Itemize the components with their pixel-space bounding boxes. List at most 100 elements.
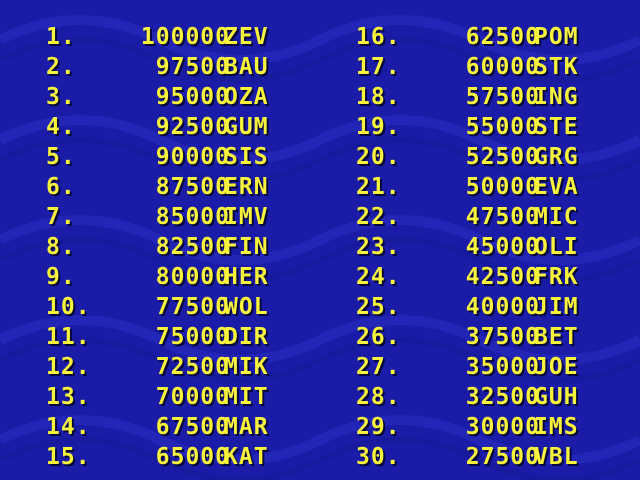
score-rank: 1. (46, 24, 76, 50)
score-rank: 13. (46, 384, 91, 410)
score-rank: 6. (46, 174, 76, 200)
score-rank: 7. (46, 204, 76, 230)
score-value: 87500 (155, 174, 230, 200)
score-rank: 9. (46, 264, 76, 290)
score-value: 70000 (155, 384, 230, 410)
score-rank: 28. (356, 384, 401, 410)
score-row: 1. 100000 ZEV (40, 22, 300, 52)
score-rank: 25. (356, 294, 401, 320)
score-row: 10. 77500 WOL (40, 292, 300, 322)
player-initials: FIN (224, 234, 269, 260)
score-rank: 11. (46, 324, 91, 350)
score-rank: 29. (356, 414, 401, 440)
player-initials: SIS (224, 144, 269, 170)
player-initials: MIC (534, 204, 579, 230)
score-rank: 3. (46, 84, 76, 110)
score-row: 19. 55000 STE (350, 112, 610, 142)
score-value: 40000 (465, 294, 540, 320)
score-value: 85000 (155, 204, 230, 230)
score-row: 4. 92500 GUM (40, 112, 300, 142)
score-row: 15. 65000 KAT (40, 442, 300, 472)
score-rank: 20. (356, 144, 401, 170)
score-rank: 22. (356, 204, 401, 230)
score-rank: 10. (46, 294, 91, 320)
score-value: 90000 (155, 144, 230, 170)
player-initials: ZEV (224, 24, 269, 50)
score-rank: 21. (356, 174, 401, 200)
score-value: 65000 (155, 444, 230, 470)
score-value: 37500 (465, 324, 540, 350)
score-rank: 26. (356, 324, 401, 350)
score-row: 5. 90000 SIS (40, 142, 300, 172)
score-column-right: 16. 62500 POM 17. 60000 STK 18. 57500 ING 19. 5500… (350, 22, 610, 472)
score-row: 12. 72500 MIK (40, 352, 300, 382)
score-value: 80000 (155, 264, 230, 290)
player-initials: MIK (224, 354, 269, 380)
score-rank: 5. (46, 144, 76, 170)
score-row: 14. 67500 MAR (40, 412, 300, 442)
player-initials: WOL (224, 294, 269, 320)
score-rank: 8. (46, 234, 76, 260)
player-initials: JOE (534, 354, 579, 380)
player-initials: POM (534, 24, 579, 50)
score-rank: 23. (356, 234, 401, 260)
score-value: 95000 (155, 84, 230, 110)
player-initials: MAR (224, 414, 269, 440)
player-initials: BET (534, 324, 579, 350)
score-rank: 15. (46, 444, 91, 470)
player-initials: STK (534, 54, 579, 80)
score-row: 22. 47500 MIC (350, 202, 610, 232)
player-initials: KAT (224, 444, 269, 470)
score-rank: 2. (46, 54, 76, 80)
player-initials: GUM (224, 114, 269, 140)
score-row: 18. 57500 ING (350, 82, 610, 112)
score-value: 35000 (465, 354, 540, 380)
score-row: 8. 82500 FIN (40, 232, 300, 262)
player-initials: EVA (534, 174, 579, 200)
player-initials: OZA (224, 84, 269, 110)
player-initials: ING (534, 84, 579, 110)
score-row: 23. 45000 OLI (350, 232, 610, 262)
score-row: 16. 62500 POM (350, 22, 610, 52)
score-row: 9. 80000 HER (40, 262, 300, 292)
score-value: 52500 (465, 144, 540, 170)
score-rank: 30. (356, 444, 401, 470)
score-row: 28. 32500 GUH (350, 382, 610, 412)
player-initials: GRG (534, 144, 579, 170)
player-initials: OLI (534, 234, 579, 260)
player-initials: DIR (224, 324, 269, 350)
player-initials: STE (534, 114, 579, 140)
score-rank: 19. (356, 114, 401, 140)
score-rank: 12. (46, 354, 91, 380)
player-initials: BAU (224, 54, 269, 80)
score-value: 100000 (140, 24, 230, 50)
player-initials: FRK (534, 264, 579, 290)
score-value: 50000 (465, 174, 540, 200)
score-value: 67500 (155, 414, 230, 440)
score-row: 17. 60000 STK (350, 52, 610, 82)
score-row: 29. 30000 IMS (350, 412, 610, 442)
score-row: 11. 75000 DIR (40, 322, 300, 352)
score-row: 25. 40000 JIM (350, 292, 610, 322)
score-rank: 4. (46, 114, 76, 140)
score-value: 77500 (155, 294, 230, 320)
score-row: 21. 50000 EVA (350, 172, 610, 202)
score-value: 57500 (465, 84, 540, 110)
player-initials: VBL (534, 444, 579, 470)
score-row: 20. 52500 GRG (350, 142, 610, 172)
score-rank: 18. (356, 84, 401, 110)
score-row: 30. 27500 VBL (350, 442, 610, 472)
score-value: 82500 (155, 234, 230, 260)
score-value: 32500 (465, 384, 540, 410)
score-value: 42500 (465, 264, 540, 290)
score-value: 75000 (155, 324, 230, 350)
score-value: 55000 (465, 114, 540, 140)
player-initials: MIT (224, 384, 269, 410)
score-value: 72500 (155, 354, 230, 380)
score-row: 3. 95000 OZA (40, 82, 300, 112)
player-initials: IMV (224, 204, 269, 230)
score-row: 6. 87500 ERN (40, 172, 300, 202)
player-initials: JIM (534, 294, 579, 320)
